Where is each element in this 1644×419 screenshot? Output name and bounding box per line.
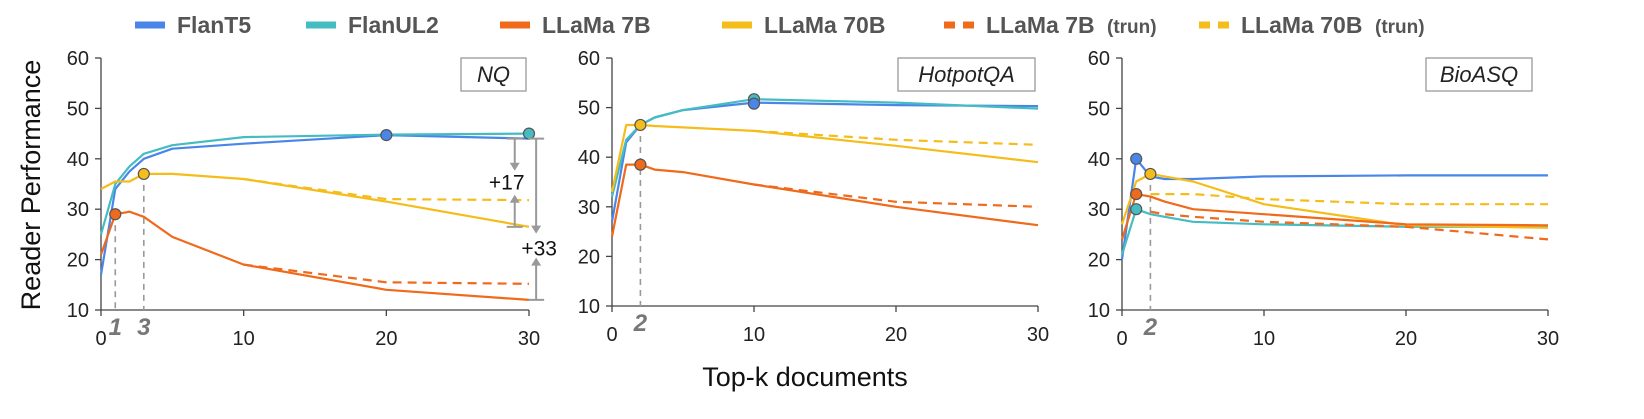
x-tick-label: 30 [1537,328,1559,350]
x-tick-label: 20 [375,328,397,350]
legend-label: LLaMa 7B [986,12,1095,38]
y-tick-label: 40 [1088,149,1110,171]
data-point-marker [380,129,393,142]
y-tick-label: 10 [578,296,600,318]
y-tick-label: 50 [67,98,89,120]
legend-label: LLaMa 70B [764,12,885,38]
legend-item: LLaMa 7B [500,12,651,38]
data-point-marker [137,167,150,181]
k-label: 3 [137,314,151,341]
x-tick-label: 0 [1116,328,1127,350]
legend-suffix: (trun) [1107,17,1157,38]
k-label: 2 [1143,314,1158,341]
panel-title: BioASQ [1440,62,1518,87]
arrow-head [509,194,520,203]
y-tick-label: 20 [67,250,89,272]
panel-title-box [460,57,527,92]
k-label: 1 [109,314,122,341]
y-tick-label: 50 [1088,98,1110,120]
arrow-head [509,162,520,171]
series-line [753,129,1039,146]
series-line [610,163,1039,237]
x-tick-label: 20 [885,324,907,346]
legend-item: FlanUL2 [306,12,439,38]
series-line [610,101,1039,222]
legend-label: FlanUL2 [348,12,439,38]
series-line [243,177,530,202]
series-line [243,263,530,285]
y-tick-label: 10 [1088,300,1110,322]
gap-annotation: +17 [489,137,525,228]
series-line [610,123,1039,193]
x-axis-title: Top-k documents [702,362,908,392]
data-point-marker [1144,167,1157,181]
data-point-marker [522,127,536,140]
data-point-marker [747,97,761,110]
y-tick-label: 30 [67,199,89,221]
y-tick-label: 30 [578,197,600,219]
gap-annotation: +33 [521,137,557,301]
annotation-label: +17 [489,172,525,195]
series-line [100,172,530,228]
legend-item: FlanT5 [135,12,251,38]
legend-label: FlanT5 [177,12,251,38]
annotation-label: +33 [521,238,557,261]
panel-title: HotpotQA [918,62,1015,87]
k-label: 2 [633,310,648,337]
legend-item: LLaMa 70B [722,12,885,38]
data-point-marker [634,118,647,132]
x-tick-label: 0 [95,328,106,350]
legend-label: LLaMa 7B [542,12,651,38]
panel-hotpotqa: 10 20 30 40 50 60 0 10 20 30 2 HotpotQA [578,48,1049,346]
arrow-head [531,257,542,266]
y-tick-label: 40 [67,149,89,171]
series-line [99,134,530,275]
series-line [753,183,1039,208]
data-point-marker [634,158,647,171]
x-tick-label: 0 [606,324,617,346]
series-line [99,210,530,301]
legend-item: LLaMa 7B (trun) [944,12,1157,38]
legend: FlanT5 FlanUL2 LLaMa 7B LLaMa 70B LLaMa 7B (t… [135,12,1425,38]
data-point-marker [1130,152,1143,165]
legend-item: LLaMa 70B (trun) [1199,12,1425,38]
x-tick-label: 30 [518,328,540,350]
y-tick-label: 10 [67,300,89,322]
y-tick-label: 60 [67,48,89,70]
series-line [610,98,1039,198]
x-tick-label: 10 [1253,328,1275,350]
data-point-marker [1130,187,1143,201]
series-line [99,132,530,235]
arrow-head [531,225,542,234]
panel-title-box [1425,57,1533,92]
y-tick-label: 20 [1088,250,1110,272]
x-tick-label: 30 [1027,324,1049,346]
y-tick-label: 50 [578,98,600,120]
legend-suffix: (trun) [1375,17,1425,38]
series-line [1120,157,1548,260]
panel-title-box [897,57,1036,92]
y-tick-label: 60 [1088,48,1110,70]
series-line [1150,210,1549,241]
data-point-marker [1130,203,1143,216]
panel-bioasq: 10 20 30 40 50 60 0 10 20 30 2 BioASQ [1088,48,1559,350]
y-tick-label: 40 [578,147,600,169]
data-point-marker [109,208,122,221]
legend-label: LLaMa 70B [1241,12,1362,38]
panel-title: NQ [477,62,510,87]
y-tick-label: 20 [578,246,600,268]
x-tick-label: 10 [743,324,765,346]
y-tick-label: 30 [1088,199,1110,221]
x-tick-label: 20 [1395,328,1417,350]
panel-nq: 10 20 30 40 50 60 0 10 20 30 1 3 +17 +33 NQ [67,48,557,350]
y-tick-label: 60 [578,48,600,70]
series-line [1150,193,1548,206]
x-tick-label: 10 [233,328,255,350]
y-axis-title: Reader Performance [16,60,46,311]
